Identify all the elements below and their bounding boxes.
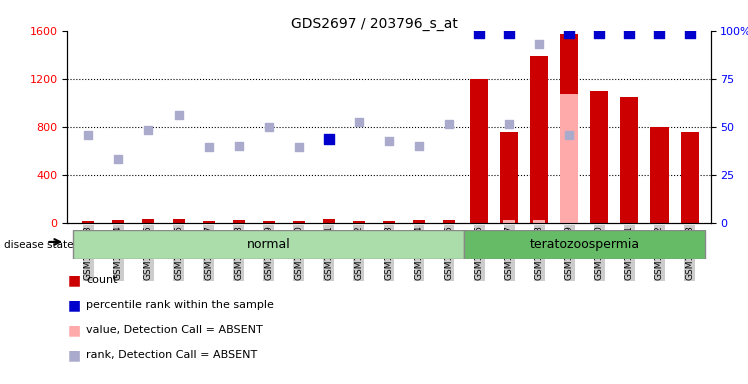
Point: [203, 144, 215, 150]
Bar: [233, 220, 245, 223]
Text: percentile rank within the sample: percentile rank within the sample: [86, 300, 274, 310]
Bar: [560, 34, 578, 223]
Bar: [590, 91, 608, 223]
Text: ■: ■: [67, 323, 81, 337]
Bar: [413, 220, 425, 223]
Bar: [500, 131, 518, 223]
Point: [503, 121, 515, 127]
Bar: [533, 220, 545, 223]
Point: [563, 30, 575, 36]
Bar: [530, 56, 548, 223]
Bar: [263, 221, 275, 223]
Point: [173, 112, 185, 118]
Bar: [383, 221, 395, 223]
Bar: [82, 221, 94, 223]
Bar: [620, 97, 639, 223]
Point: [503, 30, 515, 36]
Point: [112, 156, 124, 162]
Text: rank, Detection Call = ABSENT: rank, Detection Call = ABSENT: [86, 350, 257, 360]
Bar: [503, 220, 515, 223]
Text: ■: ■: [67, 298, 81, 312]
Point: [323, 136, 335, 142]
Bar: [203, 221, 215, 223]
Text: count: count: [86, 275, 117, 285]
Bar: [292, 221, 304, 223]
Point: [413, 143, 425, 149]
Point: [684, 30, 696, 36]
Point: [563, 132, 575, 138]
Point: [143, 127, 155, 133]
Bar: [173, 218, 185, 223]
Point: [533, 41, 545, 47]
Text: disease state: disease state: [4, 240, 73, 250]
Point: [473, 30, 485, 36]
Bar: [470, 79, 488, 223]
Point: [353, 119, 365, 125]
Bar: [681, 131, 699, 223]
Point: [82, 132, 94, 138]
Point: [443, 121, 455, 127]
Text: teratozoospermia: teratozoospermia: [530, 238, 640, 251]
Bar: [142, 219, 155, 223]
Point: [233, 143, 245, 149]
Bar: [112, 220, 124, 223]
Point: [383, 138, 395, 144]
Point: [292, 144, 304, 150]
Text: value, Detection Call = ABSENT: value, Detection Call = ABSENT: [86, 325, 263, 335]
Text: ■: ■: [67, 273, 81, 287]
Bar: [464, 230, 705, 259]
Bar: [323, 218, 335, 223]
Text: ■: ■: [67, 348, 81, 362]
Point: [263, 124, 275, 130]
Bar: [443, 220, 455, 223]
Text: GDS2697 / 203796_s_at: GDS2697 / 203796_s_at: [290, 17, 458, 31]
Bar: [73, 230, 464, 259]
Text: normal: normal: [247, 238, 290, 251]
Point: [593, 30, 605, 36]
Point: [654, 30, 666, 36]
Bar: [353, 221, 365, 223]
Point: [623, 30, 635, 36]
Bar: [651, 127, 669, 223]
Bar: [560, 94, 578, 223]
